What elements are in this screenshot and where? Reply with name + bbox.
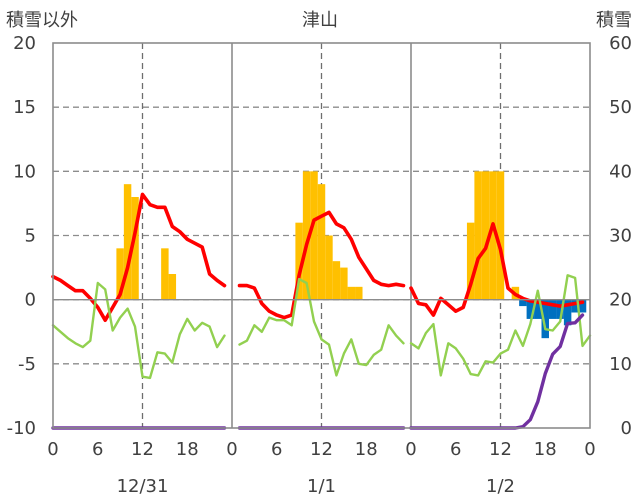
precip-bar	[310, 171, 318, 300]
temperature-line	[409, 222, 585, 317]
humidity-line	[51, 281, 226, 380]
temperature-line	[237, 210, 406, 320]
humidity-line	[409, 274, 592, 377]
snow-change-bar	[556, 299, 564, 319]
precip-bar	[123, 184, 132, 300]
chart-title: 津山	[302, 10, 338, 31]
precip-bar	[302, 171, 311, 300]
snow-change-bar	[519, 299, 527, 307]
day-label: 1/2	[486, 476, 515, 497]
precip-bar	[332, 261, 341, 300]
precip-bar	[355, 286, 363, 300]
left-tick-label: 20	[13, 33, 36, 54]
left-tick-label: 5	[25, 226, 36, 247]
left-tick-label: -5	[18, 354, 36, 375]
snow-change-bar	[563, 299, 572, 326]
x-tick-label: 12	[310, 439, 333, 460]
x-tick-label: 0	[47, 439, 58, 460]
x-tick-label: 18	[534, 439, 557, 460]
precip-bar	[168, 274, 177, 300]
x-tick-label: 0	[405, 439, 416, 460]
x-tick-label: 0	[584, 439, 595, 460]
precip-bar	[496, 171, 505, 300]
right-tick-label: 10	[609, 354, 632, 375]
precip-bar	[347, 286, 356, 300]
left-tick-label: 15	[13, 97, 36, 118]
right-tick-label: 40	[609, 161, 632, 182]
right-axis-title: 積雪	[596, 10, 632, 31]
snow-change-bar	[534, 299, 542, 319]
x-tick-label: 6	[271, 439, 282, 460]
precip-bar	[131, 197, 139, 300]
bars-layer	[116, 171, 587, 339]
precip-bar	[116, 248, 124, 300]
snow-depth-line	[409, 313, 585, 430]
right-tick-label: 30	[609, 226, 632, 247]
plot-frame	[52, 42, 591, 429]
snow-change-bar	[578, 299, 587, 313]
right-tick-label: 50	[609, 97, 632, 118]
x-tick-label: 12	[489, 439, 512, 460]
left-tick-label: 0	[25, 290, 36, 311]
precip-bar	[325, 235, 333, 300]
left-tick-label: 10	[13, 161, 36, 182]
temperature-line	[51, 192, 227, 323]
right-tick-label: 60	[609, 33, 632, 54]
precip-bar	[489, 171, 497, 300]
x-tick-label: 18	[176, 439, 199, 460]
left-tick-label: -10	[7, 418, 36, 439]
snow-change-bar	[526, 299, 535, 319]
precip-bar	[466, 222, 475, 300]
precip-bar	[295, 222, 303, 300]
precip-bar	[474, 171, 482, 300]
right-tick-label: 20	[609, 290, 632, 311]
precip-bar	[481, 171, 490, 300]
x-tick-label: 6	[450, 439, 461, 460]
precip-bar	[317, 184, 326, 300]
day-label: 1/1	[307, 476, 336, 497]
precip-bar	[161, 248, 169, 300]
x-tick-label: 6	[92, 439, 103, 460]
x-tick-label: 0	[226, 439, 237, 460]
snow-change-bar	[548, 299, 557, 319]
day-label: 12/31	[117, 476, 169, 497]
snow-change-bar	[571, 299, 579, 313]
left-axis-title: 積雪以外	[6, 10, 78, 31]
x-tick-label: 18	[355, 439, 378, 460]
snow-change-bar	[541, 299, 549, 339]
humidity-line	[238, 277, 405, 377]
right-tick-label: 0	[621, 418, 632, 439]
precip-bar	[340, 267, 348, 300]
x-tick-label: 12	[131, 439, 154, 460]
